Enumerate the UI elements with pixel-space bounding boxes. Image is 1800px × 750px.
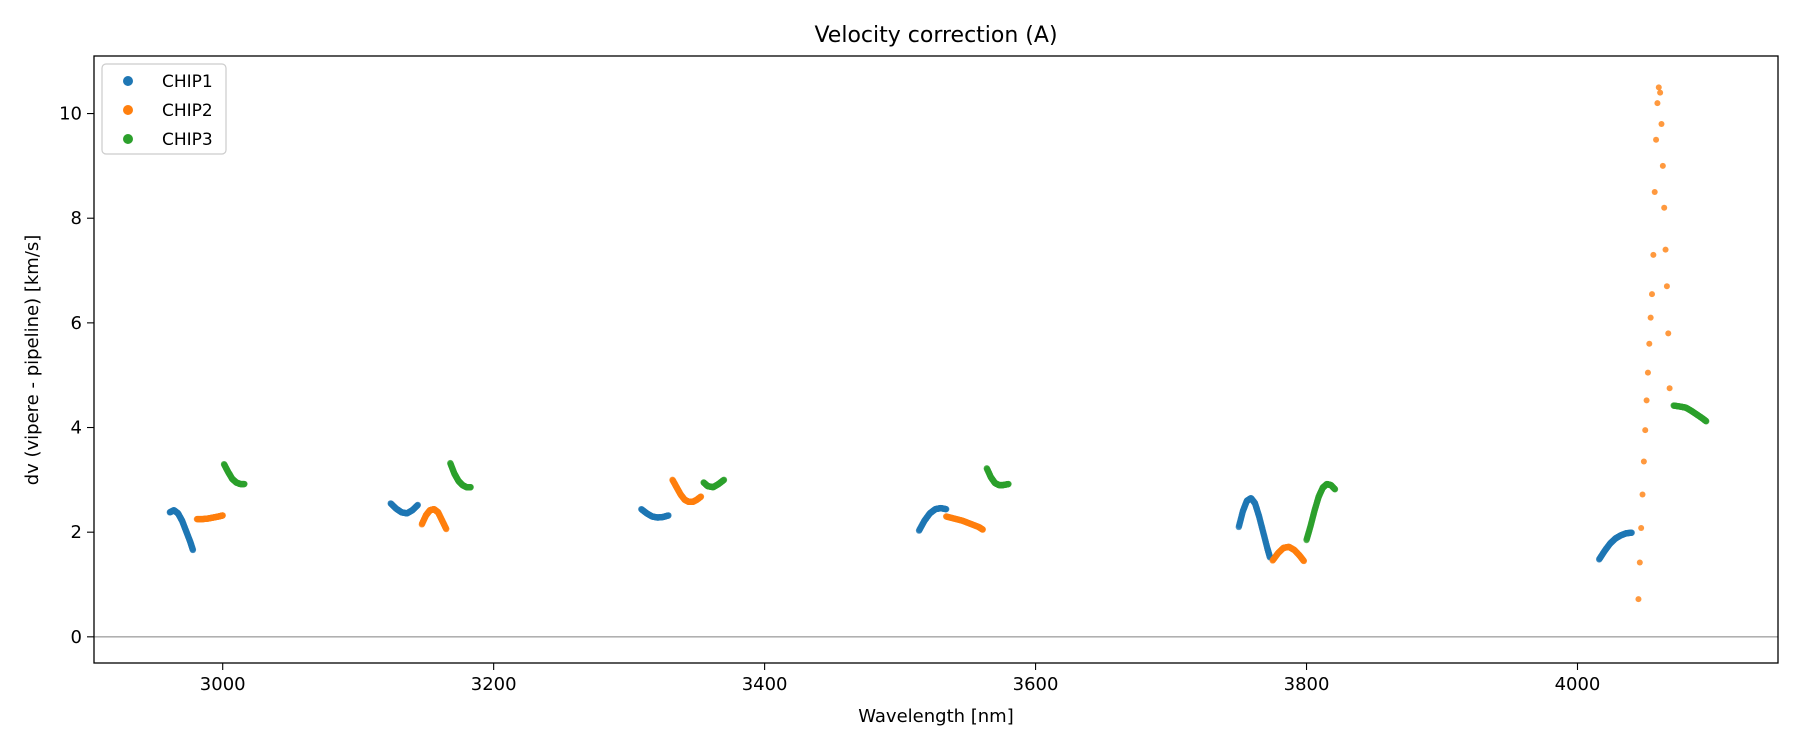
data-point [1651,189,1658,196]
data-point [1643,397,1650,404]
data-point [697,493,705,500]
x-axis: 3000 3200 3400 3600 3800 4000 [200,663,1601,695]
legend-label-chip3: CHIP3 [162,130,213,150]
data-point [1636,559,1643,566]
data-point [1657,89,1664,96]
data-point [1655,84,1662,91]
data-point [1666,385,1673,392]
data-point [189,546,197,554]
x-tick-label: 3000 [200,674,246,695]
legend-marker-chip1 [123,76,133,86]
data-point [1650,251,1657,258]
series-chip3 [220,402,1710,544]
x-tick-label: 3800 [1284,674,1330,695]
data-point [219,512,226,519]
data-point [1663,283,1670,290]
data-point [1638,524,1645,531]
data-point [1644,369,1651,376]
y-axis-label: dv (vipere - pipeline) [km/s] [22,235,43,486]
y-tick-label: 4 [71,418,82,439]
series-chip1 [166,494,1635,563]
data-point [1646,340,1653,347]
y-tick-label: 6 [71,313,82,334]
data-point [1703,418,1710,425]
data-point [1647,314,1654,321]
data-point [1639,491,1646,498]
y-tick-label: 10 [59,104,82,125]
legend: CHIP1 CHIP2 CHIP3 [101,63,227,155]
legend-label-chip1: CHIP1 [162,72,213,92]
legend-marker-chip3 [123,134,133,144]
chart-title: Velocity correction (A) [814,23,1057,48]
data-point [942,505,950,513]
x-tick-label: 3600 [1013,674,1059,695]
y-tick-label: 8 [71,208,82,229]
y-axis: 0 2 4 6 8 10 [59,104,94,648]
data-point [720,476,728,484]
data-point [1628,529,1635,536]
series-chip2 [193,84,1673,603]
data-point [1661,204,1668,211]
x-tick-label: 4000 [1555,674,1601,695]
data-point [1659,162,1666,169]
data-point [241,480,248,488]
data-point [1005,480,1012,488]
data-point [1635,596,1642,603]
data-point [1662,246,1669,253]
data-point [665,512,672,519]
legend-box [101,63,227,155]
data-point [1658,121,1665,128]
plot-area [166,84,1710,603]
data-point [443,525,450,533]
data-point [1654,100,1661,107]
data-point [1300,557,1308,565]
y-tick-label: 0 [71,627,82,648]
data-point [414,501,421,509]
x-tick-label: 3400 [742,674,788,695]
y-tick-label: 2 [71,522,82,543]
data-point [1649,291,1655,298]
x-tick-label: 3200 [471,674,517,695]
data-point [467,483,474,491]
data-point [1331,486,1339,493]
data-point [979,526,986,533]
data-point [1640,458,1647,465]
data-point [1642,427,1649,434]
data-point [1653,136,1660,143]
legend-marker-chip2 [123,105,133,115]
legend-label-chip2: CHIP2 [162,101,213,121]
axes-frame [93,55,1779,664]
data-point [1665,330,1672,337]
x-axis-label: Wavelength [nm] [858,706,1014,727]
